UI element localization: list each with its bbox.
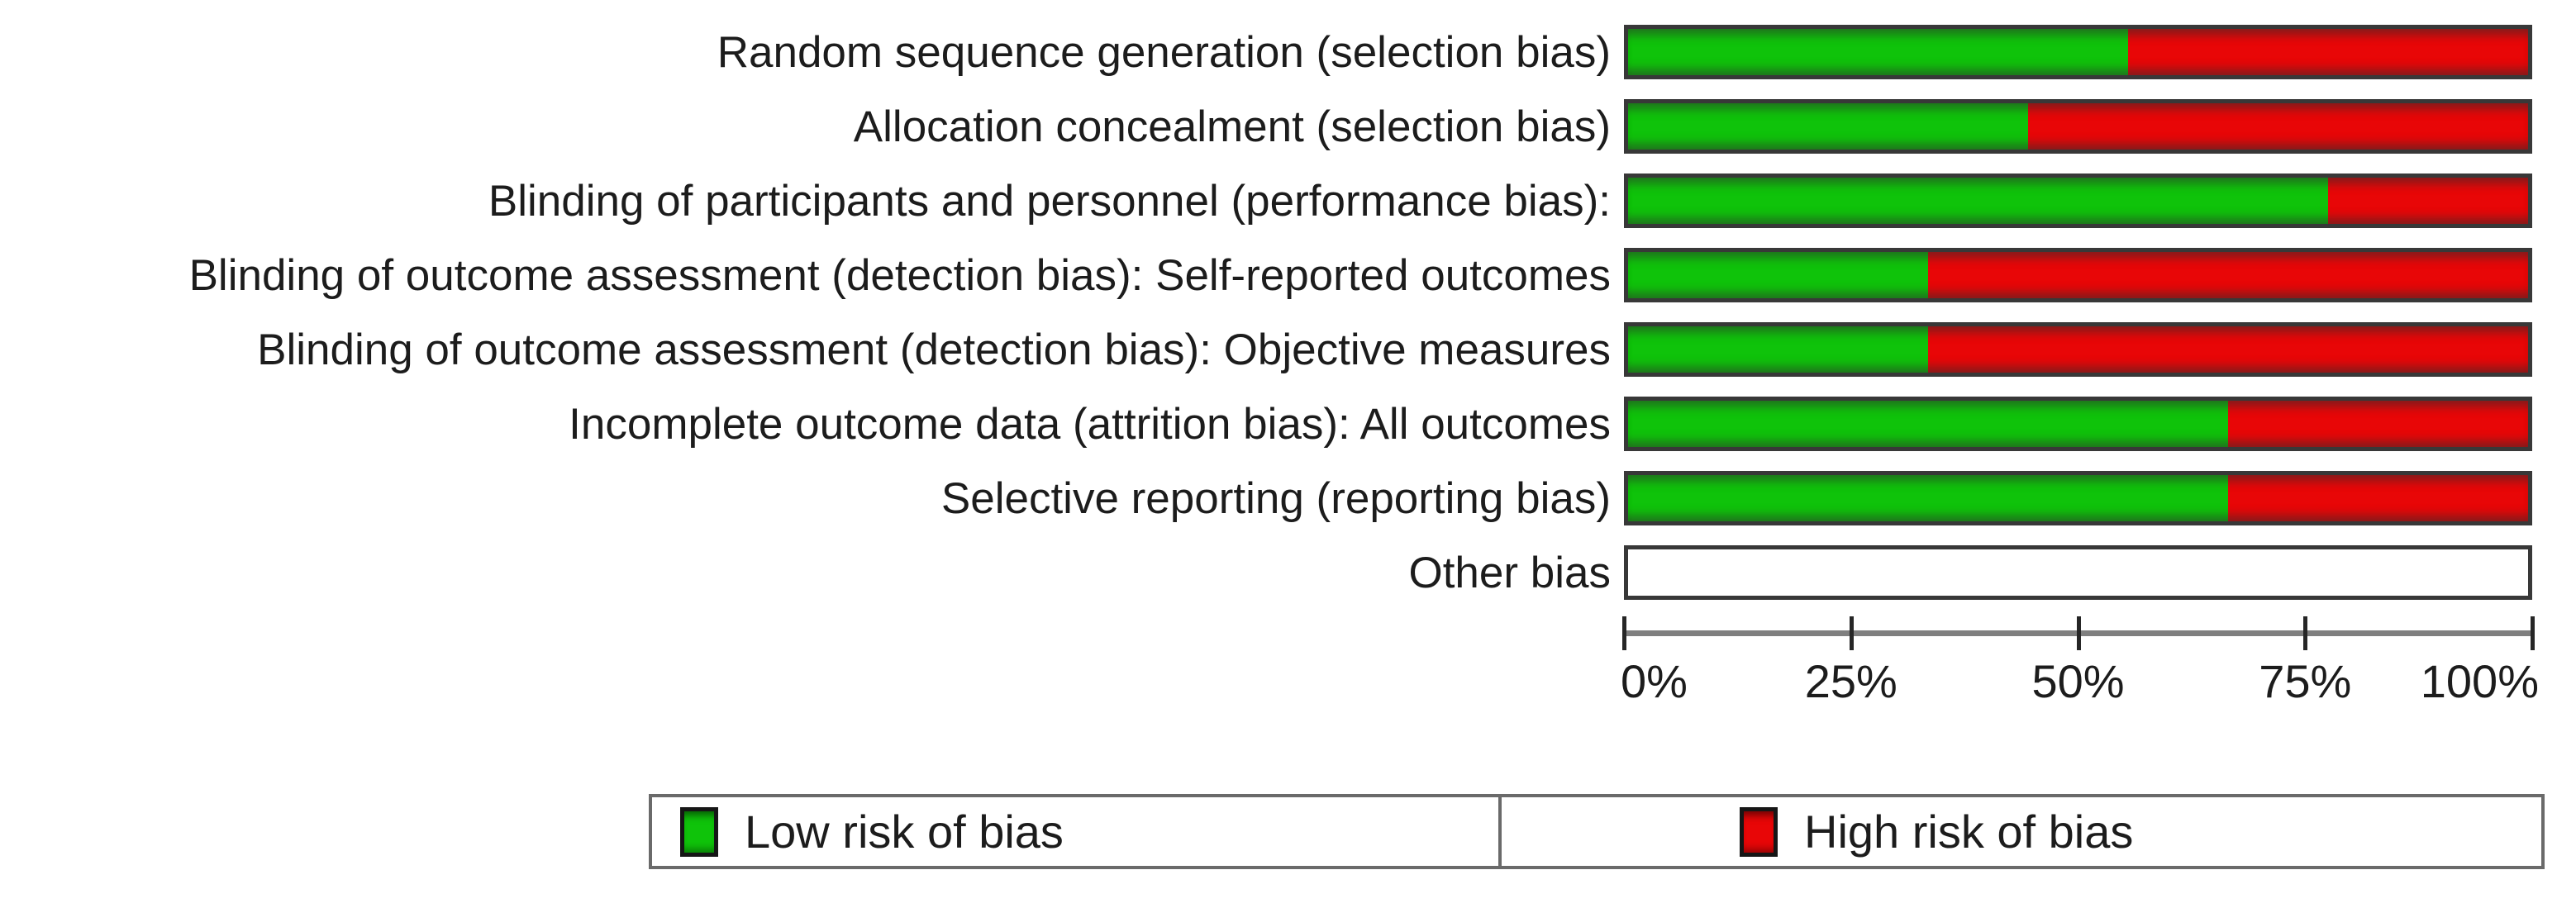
high-risk-segment bbox=[2328, 178, 2528, 224]
stacked-bar bbox=[1624, 248, 2532, 302]
x-axis-tick-mark bbox=[1622, 616, 1626, 650]
stacked-bar bbox=[1624, 25, 2532, 79]
x-axis-tick-mark bbox=[2303, 616, 2308, 650]
low-risk-segment bbox=[1628, 475, 2229, 521]
category-label: Incomplete outcome data (attrition bias)… bbox=[569, 399, 1611, 449]
x-axis-tick-mark bbox=[2531, 616, 2535, 650]
low-risk-segment bbox=[1628, 29, 2129, 75]
high-risk-segment bbox=[1927, 252, 2528, 298]
x-axis-tick-mark bbox=[1849, 616, 1854, 650]
category-label: Blinding of participants and personnel (… bbox=[488, 176, 1611, 226]
chart-row: Blinding of outcome assessment (detectio… bbox=[0, 238, 2532, 312]
category-label: Other bias bbox=[1408, 548, 1611, 597]
bars-rows: Random sequence generation (selection bi… bbox=[0, 15, 2532, 610]
low-risk-swatch-icon bbox=[680, 806, 718, 857]
stacked-bar bbox=[1624, 174, 2532, 228]
high-risk-segment bbox=[1927, 326, 2528, 373]
category-label: Blinding of outcome assessment (detectio… bbox=[257, 325, 1611, 374]
legend-item-high-risk: High risk of bias bbox=[1498, 794, 2545, 869]
low-risk-segment bbox=[1628, 252, 1928, 298]
high-risk-segment bbox=[2228, 401, 2528, 447]
high-risk-segment bbox=[2027, 103, 2528, 150]
high-risk-swatch-icon bbox=[1740, 806, 1778, 857]
x-axis-tick-label: 25% bbox=[1804, 655, 1897, 707]
category-label: Selective reporting (reporting bias) bbox=[940, 473, 1611, 523]
legend-label-high: High risk of bias bbox=[1804, 805, 2134, 858]
category-label: Allocation concealment (selection bias) bbox=[853, 102, 1611, 151]
chart-row: Allocation concealment (selection bias) bbox=[0, 89, 2532, 164]
chart-row: Selective reporting (reporting bias) bbox=[0, 461, 2532, 535]
x-axis: 0% 25% 50% 75% 100% bbox=[1621, 616, 2539, 724]
low-risk-segment bbox=[1628, 103, 2028, 150]
x-axis-tick-label: 75% bbox=[2259, 655, 2352, 707]
stacked-bar bbox=[1624, 471, 2532, 525]
stacked-bar bbox=[1624, 322, 2532, 377]
x-axis-tick-label: 0% bbox=[1621, 655, 1688, 707]
x-axis-tick-mark bbox=[2076, 616, 2081, 650]
stacked-bar bbox=[1624, 545, 2532, 600]
category-label: Blinding of outcome assessment (detectio… bbox=[188, 250, 1611, 300]
chart-row: Other bias bbox=[0, 535, 2532, 610]
low-risk-segment bbox=[1628, 401, 2229, 447]
chart-row: Random sequence generation (selection bi… bbox=[0, 15, 2532, 89]
stacked-bar bbox=[1624, 99, 2532, 154]
legend-item-low-risk: Low risk of bias bbox=[649, 794, 1502, 869]
legend-label-low: Low risk of bias bbox=[745, 805, 1064, 858]
legend: Low risk of bias High risk of bias bbox=[649, 794, 2545, 869]
x-axis-tick-label: 100% bbox=[2420, 655, 2539, 707]
low-risk-segment bbox=[1628, 326, 1928, 373]
x-axis-tick-label: 50% bbox=[2031, 655, 2125, 707]
stacked-bar bbox=[1624, 397, 2532, 451]
high-risk-segment bbox=[2228, 475, 2528, 521]
low-risk-segment bbox=[1628, 178, 2329, 224]
category-label: Random sequence generation (selection bi… bbox=[717, 27, 1611, 77]
high-risk-segment bbox=[2128, 29, 2528, 75]
chart-row: Blinding of outcome assessment (detectio… bbox=[0, 312, 2532, 387]
chart-row: Blinding of participants and personnel (… bbox=[0, 164, 2532, 238]
chart-row: Incomplete outcome data (attrition bias)… bbox=[0, 387, 2532, 461]
